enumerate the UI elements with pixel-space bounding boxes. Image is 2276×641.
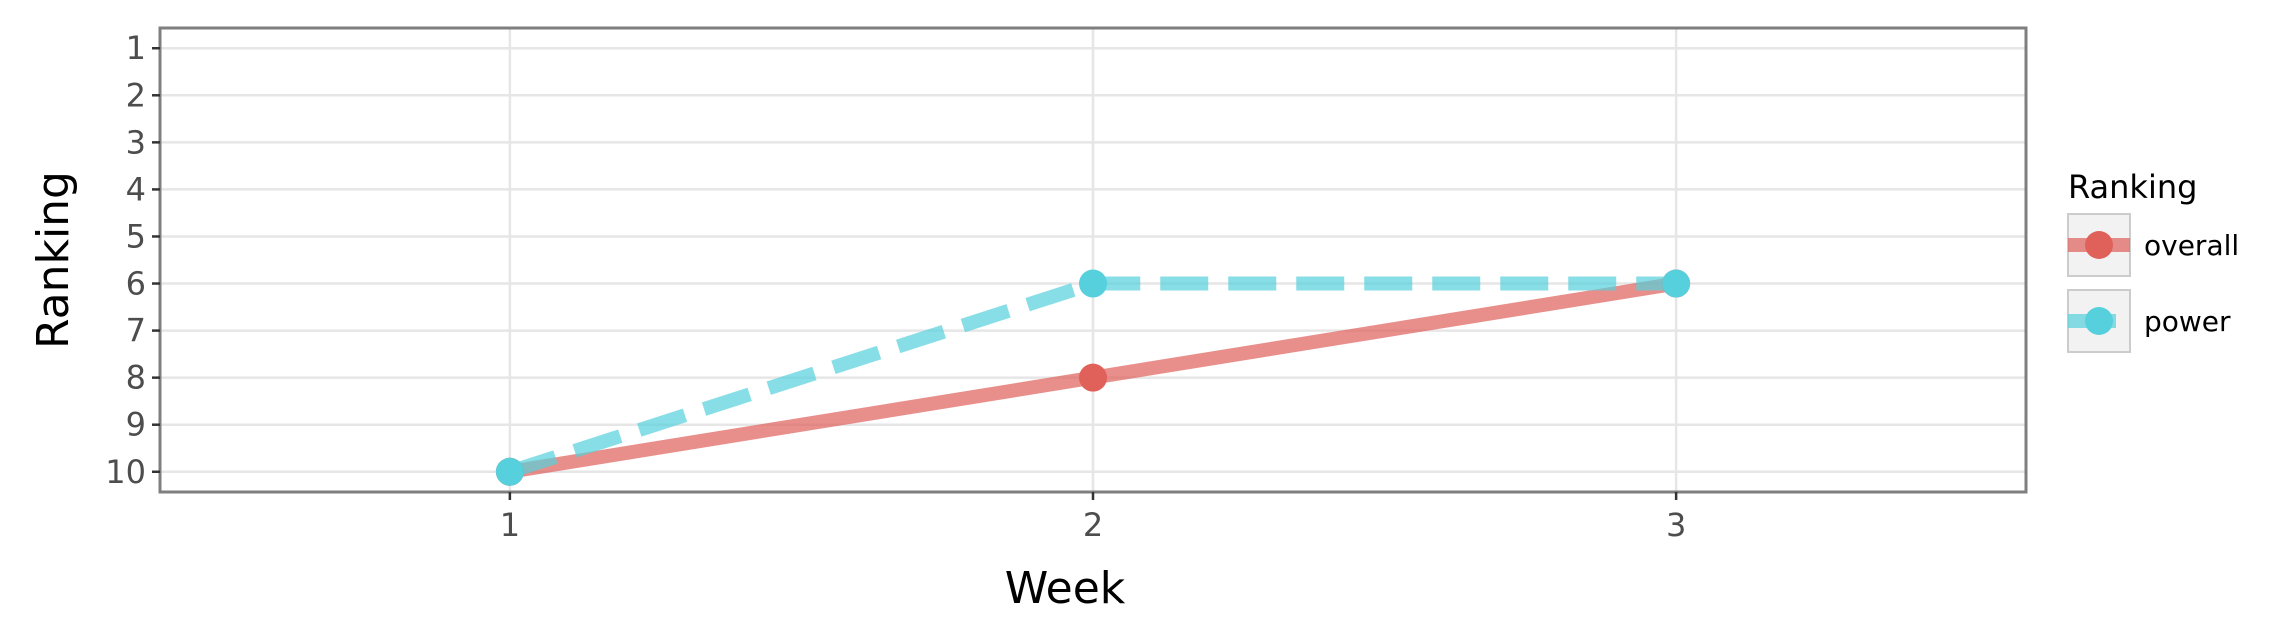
y-tick-label: 7 bbox=[126, 312, 146, 350]
y-tick-label: 2 bbox=[126, 76, 146, 114]
y-tick-label: 10 bbox=[105, 453, 146, 491]
legend-key-power: power bbox=[2067, 289, 2231, 353]
legend-key-point bbox=[2085, 231, 2113, 259]
y-axis-title: Ranking bbox=[28, 171, 79, 349]
series-point-power bbox=[495, 457, 524, 486]
series-point-power bbox=[1079, 269, 1107, 298]
grid-lines bbox=[160, 28, 2026, 492]
x-tick-label: 2 bbox=[1083, 506, 1103, 544]
x-axis-ticks: 1 2 3 bbox=[500, 492, 1686, 544]
legend-title: Ranking bbox=[2068, 168, 2197, 206]
y-tick-label: 4 bbox=[126, 170, 146, 208]
y-tick-label: 8 bbox=[126, 359, 146, 397]
y-tick-label: 5 bbox=[126, 217, 146, 255]
x-tick-label: 3 bbox=[1666, 506, 1686, 544]
y-tick-label: 1 bbox=[126, 29, 146, 67]
series-points bbox=[495, 269, 1691, 486]
legend-key-point bbox=[2085, 307, 2113, 335]
y-tick-label: 9 bbox=[126, 406, 146, 444]
series-point-power bbox=[1662, 269, 1691, 298]
y-tick-label: 3 bbox=[126, 123, 146, 161]
series-point-overall bbox=[1079, 363, 1107, 392]
x-axis-title: Week bbox=[1005, 563, 1126, 614]
legend: Ranking overall power bbox=[2067, 168, 2239, 353]
x-tick-label: 1 bbox=[500, 506, 520, 544]
y-axis-ticks: 1 2 3 4 5 6 7 8 9 10 bbox=[105, 29, 160, 491]
legend-label-power: power bbox=[2144, 305, 2231, 338]
y-tick-label: 6 bbox=[126, 265, 146, 303]
legend-key-overall: overall bbox=[2067, 213, 2239, 277]
legend-label-overall: overall bbox=[2144, 229, 2239, 262]
